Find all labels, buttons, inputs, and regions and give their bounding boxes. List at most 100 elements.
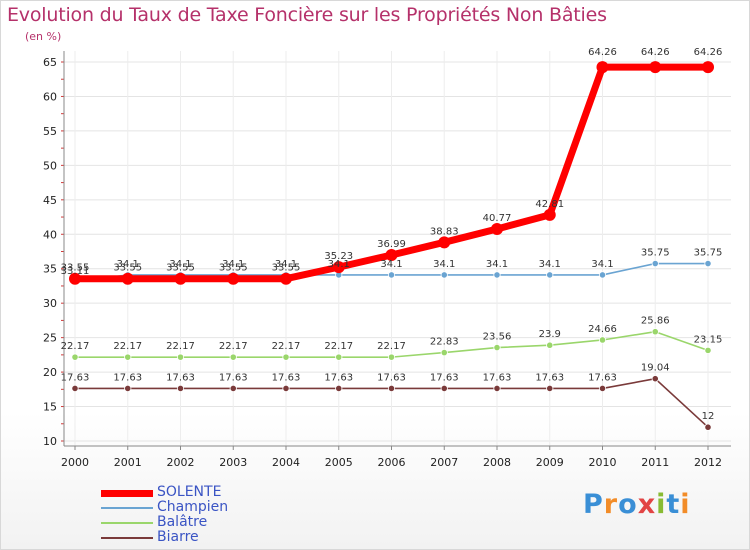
data-point <box>335 384 343 393</box>
data-point <box>598 384 607 393</box>
logo-letter: P <box>583 489 604 520</box>
legend-swatch <box>101 537 153 539</box>
y-tick-label: 40 <box>43 228 57 241</box>
x-tick-label: 2008 <box>483 456 511 469</box>
data-label: 22.17 <box>324 341 353 352</box>
x-tick-label: 2001 <box>114 456 142 469</box>
data-label: 17.63 <box>430 372 459 383</box>
data-point <box>440 271 448 279</box>
data-point <box>176 353 185 361</box>
data-point <box>440 384 448 393</box>
unit-label: (en %) <box>25 30 62 43</box>
data-point <box>229 384 237 393</box>
data-label: 17.63 <box>483 372 512 383</box>
data-label: 33.55 <box>272 263 301 274</box>
data-point <box>598 271 607 279</box>
data-label: 19.04 <box>641 363 670 374</box>
data-point <box>385 249 398 262</box>
series-lines <box>69 61 714 431</box>
data-label: 17.63 <box>535 372 564 383</box>
data-point <box>598 336 607 344</box>
data-label: 23.56 <box>483 332 512 343</box>
data-point <box>546 271 554 279</box>
data-label: 34.1 <box>486 259 508 270</box>
data-label: 33.11 <box>61 266 90 277</box>
data-label: 22.17 <box>377 341 406 352</box>
data-label: 42.81 <box>535 199 564 210</box>
data-label: 34.1 <box>539 259 561 270</box>
logo-letter: o <box>618 489 638 520</box>
logo-letter: t <box>666 489 681 520</box>
data-point <box>387 384 396 393</box>
data-label: 22.17 <box>272 341 301 352</box>
logo-letter: r <box>603 489 619 520</box>
data-point <box>121 272 134 285</box>
data-label: 34.1 <box>169 259 191 270</box>
data-label: 35.75 <box>641 248 670 259</box>
y-tick-label: 55 <box>43 125 57 138</box>
data-point <box>438 236 451 249</box>
data-label: 17.63 <box>113 372 142 383</box>
data-label: 64.26 <box>588 47 617 58</box>
data-point <box>335 353 343 361</box>
legend-label: Champien <box>157 499 229 515</box>
data-label: 22.83 <box>430 337 459 348</box>
data-point <box>649 61 662 74</box>
legend-label: Balâtre <box>157 514 208 530</box>
data-point <box>282 353 290 361</box>
data-point <box>702 61 714 74</box>
data-label: 17.63 <box>272 372 301 383</box>
data-label: 23.15 <box>694 334 723 345</box>
y-tick-label: 60 <box>43 90 57 103</box>
logo-letter: i <box>656 489 667 520</box>
legend-label: SOLENTE <box>157 484 222 500</box>
grid <box>64 51 731 446</box>
legend-label: Biarre <box>157 529 199 545</box>
data-point <box>704 259 712 268</box>
logo-letter: i <box>680 489 691 520</box>
data-point <box>124 384 132 393</box>
x-tick-label: 2004 <box>272 456 300 469</box>
data-label: 22.17 <box>113 341 142 352</box>
data-point <box>176 384 185 393</box>
data-label: 64.26 <box>694 47 723 58</box>
data-point <box>387 353 396 361</box>
data-label: 34.1 <box>117 259 139 270</box>
axes: 10 15 20 25 30 35 40 45 50 55 60 65 2000 2001 2002 2003… <box>43 51 731 469</box>
data-point <box>704 346 712 354</box>
y-tick-label: 15 <box>43 401 57 414</box>
data-label: 33.55 <box>166 263 195 274</box>
data-label: 34.1 <box>591 259 613 270</box>
data-label: 25.86 <box>641 316 670 327</box>
data-point <box>227 272 240 285</box>
data-label: 23.9 <box>539 329 561 340</box>
x-tick-label: 2005 <box>325 456 353 469</box>
y-tick-label: 45 <box>43 194 57 207</box>
data-label: 17.63 <box>588 372 617 383</box>
y-tick-label: 35 <box>43 263 57 276</box>
data-label: 22.17 <box>166 341 195 352</box>
data-point <box>282 384 290 393</box>
data-point <box>493 271 501 279</box>
chart-title: Evolution du Taux de Taxe Foncière sur l… <box>7 4 607 26</box>
data-label: 33.55 <box>113 263 142 274</box>
x-tick-label: 2000 <box>61 456 89 469</box>
data-label: 34.1 <box>433 259 455 270</box>
data-label: 12 <box>702 411 715 422</box>
data-label: 33.55 <box>61 263 90 274</box>
data-label: 34.1 <box>328 259 350 270</box>
data-label: 38.83 <box>430 226 459 237</box>
data-label: 17.63 <box>166 372 195 383</box>
data-point <box>704 423 712 431</box>
data-label: 17.63 <box>219 372 248 383</box>
data-label: 17.63 <box>324 372 353 383</box>
data-label: 40.77 <box>483 213 512 224</box>
data-point <box>543 208 556 221</box>
data-point <box>280 272 292 285</box>
x-tick-label: 2007 <box>430 456 458 469</box>
proxiti-logo: Proxiti <box>583 489 691 520</box>
data-point <box>546 384 554 393</box>
data-label: 24.66 <box>588 324 617 335</box>
